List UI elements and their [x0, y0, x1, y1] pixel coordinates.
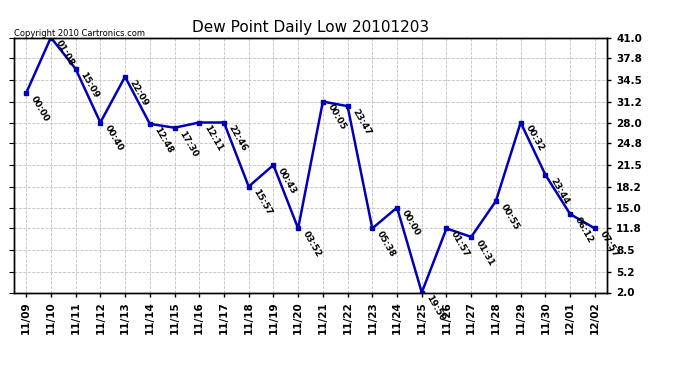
Text: 19:50: 19:50 — [424, 294, 446, 323]
Text: 00:40: 00:40 — [103, 124, 125, 153]
Text: 15:09: 15:09 — [79, 70, 101, 100]
Text: 05:38: 05:38 — [375, 230, 397, 259]
Text: 15:57: 15:57 — [251, 188, 274, 218]
Text: 22:46: 22:46 — [227, 124, 249, 153]
Title: Dew Point Daily Low 20101203: Dew Point Daily Low 20101203 — [192, 20, 429, 35]
Text: 00:55: 00:55 — [499, 202, 521, 231]
Text: 23:47: 23:47 — [351, 108, 373, 137]
Text: 01:57: 01:57 — [449, 230, 471, 259]
Text: 01:31: 01:31 — [474, 238, 496, 267]
Text: 00:05: 00:05 — [326, 103, 348, 132]
Text: 12:11: 12:11 — [202, 124, 224, 153]
Text: 22:09: 22:09 — [128, 78, 150, 107]
Text: 00:00: 00:00 — [29, 94, 51, 123]
Text: 17:30: 17:30 — [177, 129, 199, 158]
Text: 07:57: 07:57 — [598, 230, 620, 259]
Text: 00:32: 00:32 — [524, 124, 545, 153]
Text: Copyright 2010 Cartronics.com: Copyright 2010 Cartronics.com — [14, 28, 145, 38]
Text: 23:44: 23:44 — [548, 176, 571, 206]
Text: 01:08: 01:08 — [54, 39, 76, 68]
Text: 00:43: 00:43 — [276, 166, 298, 196]
Text: 12:48: 12:48 — [152, 125, 175, 154]
Text: 06:12: 06:12 — [573, 215, 595, 244]
Text: 00:00: 00:00 — [400, 209, 422, 238]
Text: 03:52: 03:52 — [301, 230, 323, 259]
